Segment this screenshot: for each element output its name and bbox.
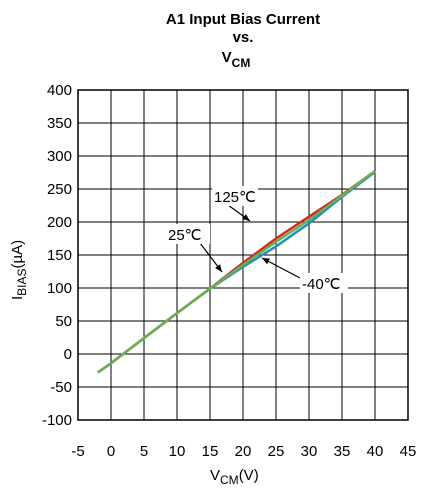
x-label-part: V bbox=[210, 467, 220, 484]
x-tick-label: 0 bbox=[107, 443, 115, 460]
series-label: 125℃ bbox=[214, 189, 256, 206]
series-label: 25℃ bbox=[168, 227, 202, 244]
plot-frame bbox=[77, 89, 409, 421]
y-label-part: I bbox=[9, 296, 26, 300]
x-tick-label: -5 bbox=[71, 443, 84, 460]
callout-box bbox=[300, 273, 348, 293]
x-tick-label: 25 bbox=[268, 443, 285, 460]
y-tick-label: 350 bbox=[47, 115, 72, 132]
y-label-sub: BIAS bbox=[15, 268, 29, 295]
x-tick-label: 30 bbox=[301, 443, 318, 460]
y-axis-label: IBIAS(µA) bbox=[9, 240, 29, 300]
x-tick-label: 15 bbox=[202, 443, 219, 460]
callout-box bbox=[212, 186, 258, 206]
title-line: A1 Input Bias Current bbox=[166, 11, 320, 28]
y-tick-label: 400 bbox=[47, 82, 72, 99]
x-tick-label: 35 bbox=[334, 443, 351, 460]
callout-arrowhead bbox=[262, 258, 270, 265]
y-tick-label: 50 bbox=[55, 313, 72, 330]
y-tick-label: 200 bbox=[47, 214, 72, 231]
x-tick-label: 5 bbox=[140, 443, 148, 460]
y-tick-label: 300 bbox=[47, 148, 72, 165]
y-tick-label: -50 bbox=[50, 379, 72, 396]
callout-arrowhead bbox=[215, 264, 222, 272]
x-tick-label: 10 bbox=[169, 443, 186, 460]
chart-title: A1 Input Bias Current vs. VCM bbox=[166, 11, 320, 70]
y-tick-label: 150 bbox=[47, 247, 72, 264]
x-label-sub: CM bbox=[220, 473, 239, 487]
series-line bbox=[97, 170, 376, 374]
x-label-part: (V) bbox=[239, 467, 259, 484]
y-tick-label: 250 bbox=[47, 181, 72, 198]
x-tick-label: 45 bbox=[400, 443, 417, 460]
y-tick-label: -100 bbox=[42, 412, 72, 429]
x-axis-label: VCM(V) bbox=[210, 467, 259, 487]
series-label: -40℃ bbox=[302, 276, 341, 293]
x-tick-label: 40 bbox=[367, 443, 384, 460]
y-tick-label: 0 bbox=[64, 346, 72, 363]
title-line: V bbox=[222, 49, 232, 66]
callout-arrowhead bbox=[242, 214, 250, 221]
title-line: vs. bbox=[233, 29, 254, 46]
x-tick-label: 20 bbox=[235, 443, 252, 460]
callout-box bbox=[166, 224, 210, 244]
title-sub: CM bbox=[232, 56, 251, 70]
y-tick-label: 100 bbox=[47, 280, 72, 297]
y-label-part: (µA) bbox=[9, 240, 26, 269]
